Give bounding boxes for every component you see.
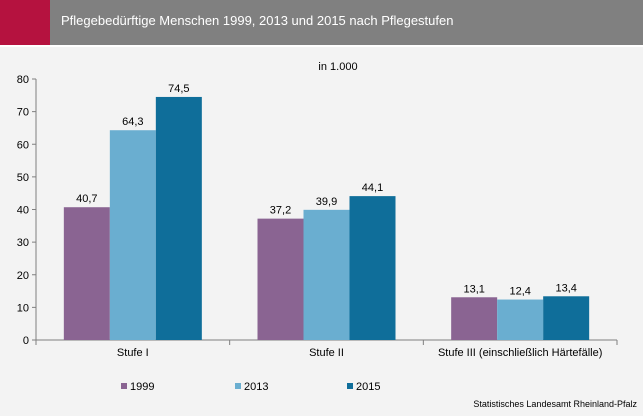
y-axis: 0 10 20 30 40 50 60 70 80 [17,74,37,347]
header-divider [0,45,643,47]
legend-swatch-1999 [121,383,127,389]
category-label: Stufe II [309,347,344,359]
bar-1999 [63,207,110,340]
bar-2015 [155,96,202,340]
unit-label: in 1.000 [318,61,357,73]
bar-2013 [497,299,544,340]
legend-label-2013: 2013 [244,381,268,393]
y-tick-label: 50 [17,172,29,184]
data-label: 12,4 [509,286,530,298]
data-label: 13,4 [555,282,576,294]
y-tick-label: 30 [17,237,29,249]
bar-2013 [109,130,156,340]
legend-swatch-2013 [235,383,241,389]
chart-title: Pflegebedürftige Menschen 1999, 2013 und… [61,13,454,28]
x-axis: Stufe I Stufe II Stufe III (einschließlich… [35,339,618,359]
data-label: 40,7 [76,193,97,205]
header-bar: Pflegebedürftige Menschen 1999, 2013 und… [0,0,643,45]
y-tick-label: 80 [17,74,29,86]
data-label: 37,2 [270,205,291,217]
y-tick-label: 10 [17,302,29,314]
bar-1999 [257,218,304,340]
category-label: Stufe I [117,347,149,359]
data-label: 74,5 [168,83,189,95]
bar-2013 [303,209,350,340]
header-accent [0,0,50,45]
y-tick-label: 20 [17,270,29,282]
source-note: Statistisches Landesamt Rheinland-Pfalz [473,399,637,409]
y-tick-label: 40 [17,205,29,217]
data-label: 39,9 [316,196,337,208]
bar-2015 [349,196,396,340]
y-tick-label: 0 [23,335,29,347]
data-label: 13,1 [463,283,484,295]
legend-label-2015: 2015 [356,381,380,393]
legend-swatch-2015 [347,383,353,389]
category-label: Stufe III (einschließlich Härtefälle) [438,347,602,359]
data-label: 44,1 [362,182,383,194]
y-tick-label: 70 [17,107,29,119]
bar-1999 [451,297,498,340]
legend: 1999 2013 2015 [121,381,380,393]
bars: 40,7 64,3 74,5 37,2 39,9 44,1 13,1 12,4 13,4 [63,83,590,340]
data-label: 64,3 [122,116,143,128]
y-tick-label: 60 [17,139,29,151]
bar-2015 [543,296,590,340]
legend-label-1999: 1999 [130,381,154,393]
